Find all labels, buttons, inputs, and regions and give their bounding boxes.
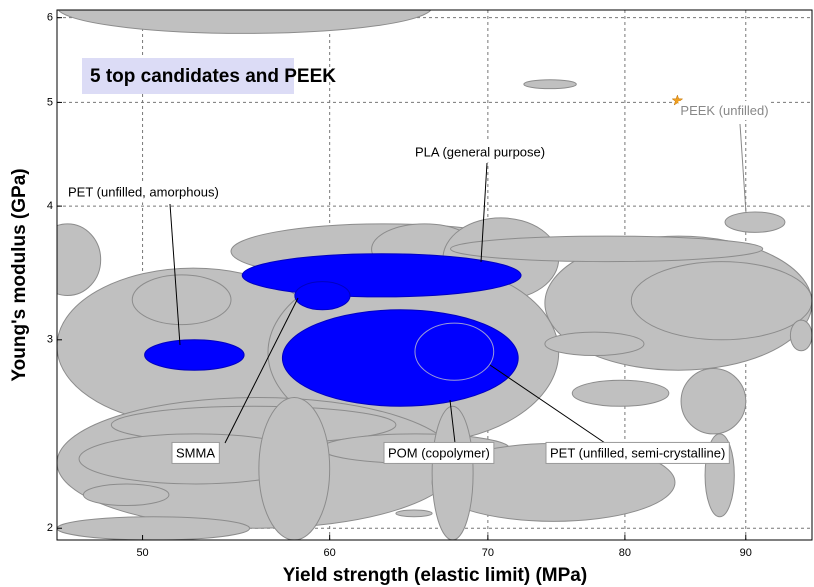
material-range [680, 368, 747, 435]
material-range [57, 516, 251, 540]
chart-title: 5 top candidates and PEEK [90, 66, 336, 87]
leader-line [480, 162, 488, 263]
y-tick-label: 4 [47, 200, 53, 212]
material-range [431, 405, 474, 540]
leader-line [449, 399, 456, 444]
x-tick-label: 80 [619, 547, 631, 559]
candidate-label: PLA (general purpose) [415, 144, 545, 159]
material-range [571, 379, 670, 407]
material-range [544, 331, 645, 357]
x-tick-label: 50 [136, 547, 148, 559]
label-box [411, 141, 550, 163]
candidate-range [144, 339, 245, 371]
candidate-label: POM (copolymer) [388, 445, 490, 460]
plot-frame [56, 9, 813, 541]
leader-line [739, 123, 747, 214]
label-box [171, 441, 220, 464]
leader-line [169, 203, 181, 346]
material-range [82, 483, 170, 507]
annotations: 5 top candidates and PEEK PLA (general pu… [64, 58, 771, 464]
material-range [523, 79, 577, 90]
candidate-label: SMMA [176, 445, 215, 460]
material-range [258, 396, 331, 540]
reference-point [671, 94, 684, 106]
label-box [64, 181, 223, 203]
material-range [630, 261, 812, 341]
leader-line [489, 364, 606, 444]
leader-line [224, 297, 299, 444]
y-tick-label: 2 [47, 522, 53, 534]
y-axis-label: Young's modulus (GPa) [9, 168, 30, 381]
material-range [57, 10, 432, 34]
x-tick-label: 90 [740, 547, 752, 559]
label-box [545, 441, 730, 464]
candidate-range [414, 322, 495, 381]
y-tick-label: 5 [47, 96, 53, 108]
candidate-range [294, 281, 351, 311]
title-box [82, 58, 294, 94]
x-tick-label: 70 [482, 547, 494, 559]
reference-label: PEEK (unfilled) [680, 103, 768, 118]
material-range [724, 211, 786, 233]
candidate-label: PET (unfilled, amorphous) [68, 184, 219, 199]
material-range [131, 274, 232, 326]
y-tick-label: 3 [47, 334, 53, 346]
label-box [678, 100, 771, 120]
label-box [383, 441, 495, 464]
x-axis-label: Yield strength (elastic limit) (MPa) [283, 565, 587, 586]
candidate-label: PET (unfilled, semi-crystalline) [550, 445, 725, 460]
y-tick-label: 6 [47, 12, 53, 24]
material-range [450, 235, 764, 263]
material-range [789, 319, 812, 352]
candidate-range [241, 253, 522, 298]
material-range [57, 223, 102, 297]
x-tick-label: 60 [324, 547, 336, 559]
material-range [395, 509, 433, 518]
plot [57, 10, 812, 540]
